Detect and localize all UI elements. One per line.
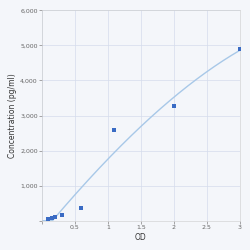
Point [50, 216, 54, 220]
Point [46, 217, 50, 221]
Point [80, 206, 84, 210]
Point [238, 47, 242, 51]
Y-axis label: Concentration (pg/ml): Concentration (pg/ml) [8, 73, 17, 158]
Point [60, 214, 64, 218]
Point [112, 128, 116, 132]
X-axis label: OD: OD [135, 233, 147, 242]
Point [53, 215, 57, 219]
Point [172, 104, 176, 108]
